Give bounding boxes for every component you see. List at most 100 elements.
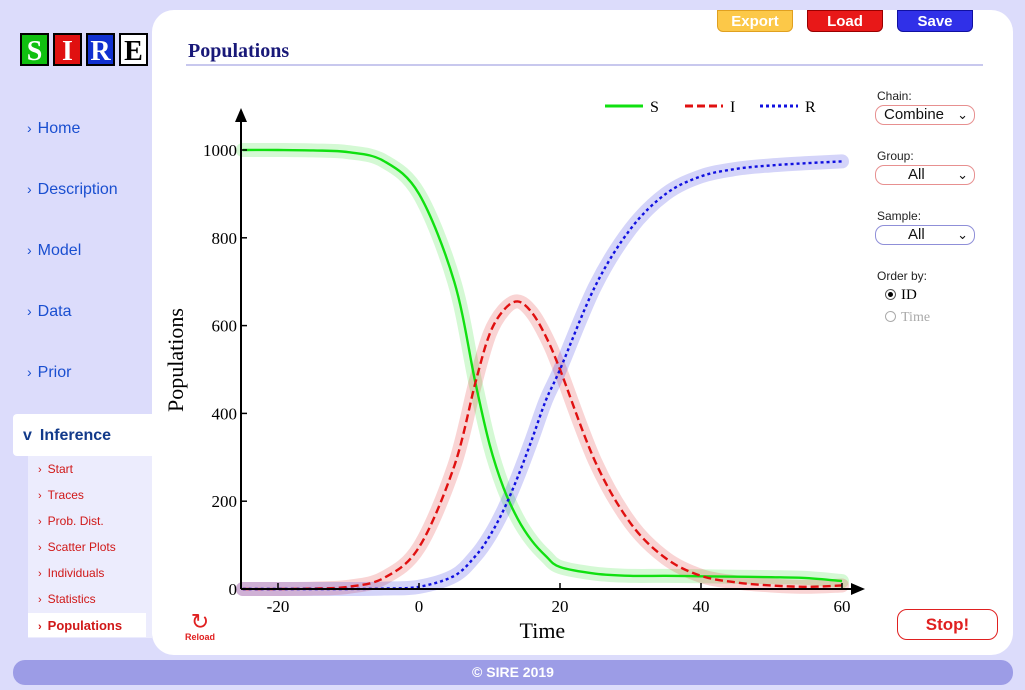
legend-label-s: S (650, 99, 659, 116)
series-lines (242, 148, 843, 591)
chevron-right-icon: › (27, 181, 32, 197)
nav-inference[interactable]: v Inference (13, 414, 155, 456)
chain-value: Combine (884, 106, 945, 123)
chevron-right-icon: › (38, 594, 42, 606)
sub-active-highlight (28, 613, 146, 637)
subnav-prob-dist[interactable]: › Prob. Dist. (38, 514, 104, 528)
chevron-down-icon: v (23, 427, 32, 444)
nav-data[interactable]: › Data (27, 303, 71, 321)
export-button[interactable]: Export (717, 10, 793, 32)
group-value: All (908, 166, 925, 183)
reload-label: Reload (184, 632, 215, 642)
legend-label-i: I (730, 99, 735, 116)
radio-label: ID (901, 287, 917, 303)
nav-label: Model (37, 242, 82, 259)
chevron-right-icon: › (38, 516, 42, 528)
x-tick-label: 0 (415, 597, 424, 616)
chevron-right-icon: › (38, 542, 42, 554)
group-select[interactable]: All ⌄ (875, 165, 975, 185)
x-tick-label: 40 (693, 597, 710, 616)
logo-letter-i: I (53, 33, 82, 67)
chevron-right-icon: › (38, 464, 42, 476)
sample-label: Sample: (877, 209, 922, 223)
chain-select[interactable]: Combine ⌄ (875, 105, 975, 125)
chevron-right-icon: › (27, 242, 32, 258)
subnav-statistics[interactable]: › Statistics (38, 592, 96, 606)
reload-button[interactable]: ↻ Reload (180, 609, 220, 643)
nav-description[interactable]: › Description (27, 181, 118, 199)
nav-prior[interactable]: › Prior (27, 364, 71, 382)
nav-label: Prior (37, 364, 72, 381)
chevron-down-icon: ⌄ (957, 107, 968, 122)
sample-select[interactable]: All ⌄ (875, 225, 975, 245)
subnav-label: Scatter Plots (47, 540, 116, 554)
nav-label: Description (37, 181, 118, 198)
y-tick-label: 200 (212, 492, 238, 511)
main-panel (152, 10, 1013, 655)
order-radio-time[interactable]: Time (885, 310, 930, 326)
chevron-right-icon: › (27, 120, 32, 136)
reload-icon: ↻ (190, 609, 210, 634)
subnav-populations[interactable]: › Populations (38, 618, 122, 633)
x-tick-label: 60 (834, 597, 851, 616)
y-tick-label: 0 (229, 580, 238, 599)
axes: -20 0 20 40 6002004006008001000TimePopulatio… (163, 108, 865, 643)
order-label: Order by: (877, 269, 928, 283)
subnav-traces[interactable]: › Traces (38, 488, 84, 502)
band-i (235, 294, 849, 597)
subnav-label: Statistics (47, 592, 96, 606)
save-button[interactable]: Save (897, 10, 973, 32)
inference-subnav (28, 456, 152, 638)
chevron-right-icon: › (38, 568, 42, 580)
chevron-right-icon: › (27, 303, 32, 319)
y-tick-label: 1000 (203, 141, 237, 160)
subnav-label: Populations (47, 618, 123, 633)
x-axis-arrow (851, 583, 865, 595)
radio-on-icon (885, 289, 896, 300)
chevron-down-icon: ⌄ (957, 167, 968, 182)
subnav-scatter-plots[interactable]: › Scatter Plots (38, 540, 116, 554)
subnav-label: Prob. Dist. (47, 514, 104, 528)
chevron-right-icon: › (38, 490, 42, 502)
group-label: Group: (877, 149, 914, 163)
page-title: Populations (188, 40, 290, 62)
radio-off-icon (885, 311, 896, 322)
logo-letter-r: R (86, 33, 115, 67)
line-s (242, 148, 843, 583)
sire-logo: S I R E (20, 33, 152, 67)
nav-label: Inference (39, 427, 112, 444)
legend-label-r: R (805, 99, 816, 116)
stop-button[interactable]: Stop! (897, 609, 998, 640)
band-s (235, 142, 849, 589)
nav-model[interactable]: › Model (27, 242, 81, 260)
credible-bands (235, 142, 849, 597)
populations-chart: -20 0 20 40 6002004006008001000TimePopulatio… (163, 99, 865, 643)
y-tick-label: 400 (212, 404, 238, 423)
logo-letter-e: E (119, 33, 148, 67)
subnav-label: Traces (47, 488, 84, 502)
x-axis-title: Time (520, 618, 566, 643)
x-tick-label: 20 (552, 597, 569, 616)
chevron-right-icon: › (38, 621, 42, 633)
subnav-individuals[interactable]: › Individuals (38, 566, 104, 580)
nav-label: Home (37, 120, 81, 137)
band-r (235, 154, 849, 597)
chain-label: Chain: (877, 89, 912, 103)
order-radio-id[interactable]: ID (885, 287, 917, 304)
x-tick-label: -20 (267, 597, 290, 616)
subnav-label: Start (47, 462, 74, 476)
load-button[interactable]: Load (807, 10, 883, 32)
footer: © SIRE 2019 (13, 660, 1013, 685)
y-tick-label: 800 (212, 229, 238, 248)
y-axis-title: Populations (163, 308, 188, 412)
y-axis-arrow (235, 108, 247, 122)
nav-home[interactable]: › Home (27, 120, 80, 138)
chevron-right-icon: › (27, 364, 32, 380)
line-r (242, 160, 843, 591)
nav-label: Data (37, 303, 72, 320)
y-tick-label: 600 (212, 317, 238, 336)
logo-letter-s: S (20, 33, 49, 67)
subnav-start[interactable]: › Start (38, 462, 73, 476)
sample-value: All (908, 226, 925, 243)
